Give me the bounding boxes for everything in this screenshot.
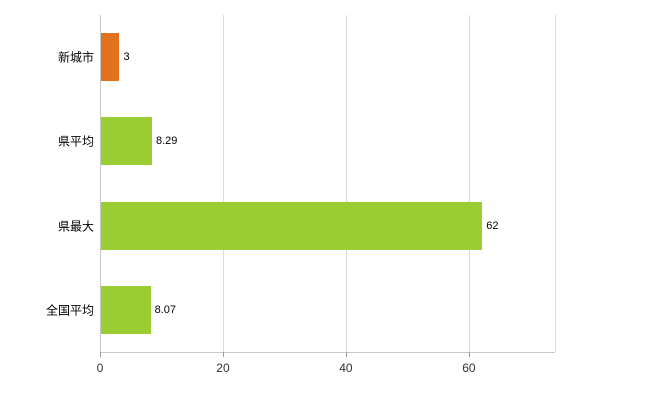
- gridline: [345, 15, 347, 352]
- gridline: [222, 15, 224, 352]
- value-label: 8.29: [155, 135, 178, 148]
- x-axis-tick: [222, 352, 224, 357]
- gridline: [468, 15, 470, 352]
- y-axis-line: [100, 15, 101, 352]
- bar-県最大: [101, 201, 483, 250]
- bar-県平均: [101, 117, 152, 166]
- value-label: 62: [486, 219, 499, 232]
- x-axis-tick: [345, 352, 347, 357]
- x-axis-tick-label: 40: [339, 361, 353, 375]
- category-label: 新城市: [57, 50, 94, 65]
- category-label: 県平均: [57, 134, 94, 149]
- x-axis-line: [100, 352, 555, 353]
- x-axis-tick-label: 60: [462, 361, 476, 375]
- value-label: 3: [123, 51, 130, 64]
- x-axis-tick: [468, 352, 470, 357]
- value-label: 8.07: [154, 303, 177, 316]
- x-axis-tick-label: 20: [216, 361, 230, 375]
- x-axis-tick: [100, 352, 101, 357]
- bar-新城市: [101, 33, 120, 82]
- gridline: [555, 15, 556, 352]
- category-label: 県最大: [57, 219, 94, 234]
- category-label: 全国平均: [45, 303, 94, 318]
- bar-全国平均: [101, 285, 151, 334]
- x-axis-tick-label: 0: [96, 361, 104, 375]
